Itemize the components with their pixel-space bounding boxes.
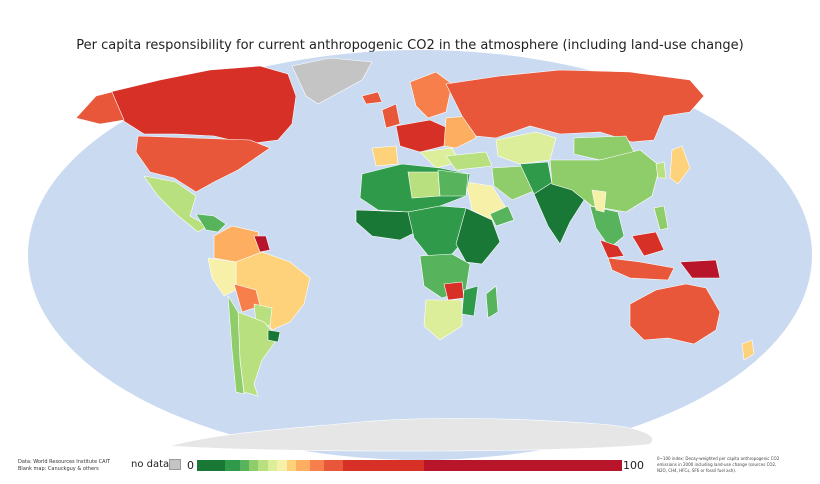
region-western-europe bbox=[395, 119, 449, 153]
region-scandinavia bbox=[409, 71, 453, 119]
color-scale-bin bbox=[267, 460, 278, 471]
color-scale-bin bbox=[296, 460, 311, 471]
scale-min-label: 0 bbox=[187, 459, 194, 472]
region-yemen-oman bbox=[489, 205, 515, 227]
no-data-label: no data bbox=[131, 459, 170, 470]
color-scale-bin bbox=[423, 460, 622, 471]
map-title: Per capita responsibility for current an… bbox=[76, 38, 744, 53]
region-uruguay bbox=[267, 329, 281, 343]
region-central-america bbox=[195, 213, 227, 233]
region-iberia bbox=[371, 145, 399, 167]
region-madagascar bbox=[485, 285, 499, 319]
region-borneo bbox=[631, 231, 665, 257]
region-greenland bbox=[291, 57, 373, 105]
region-papua-new-guinea bbox=[679, 259, 721, 279]
region-iceland bbox=[361, 91, 383, 105]
region-turkey bbox=[445, 151, 493, 171]
region-guyana bbox=[253, 235, 271, 253]
region-malaysia bbox=[599, 239, 625, 259]
region-antarctica bbox=[169, 418, 653, 452]
color-scale-bar bbox=[197, 460, 622, 471]
region-indonesia bbox=[607, 257, 675, 281]
region-egypt bbox=[437, 169, 469, 197]
color-scale-bin bbox=[277, 460, 287, 471]
region-new-zealand bbox=[741, 339, 755, 361]
region-south-africa bbox=[423, 299, 463, 341]
color-scale-bin bbox=[324, 460, 344, 471]
basemap-credit: Blank map: Canuckguy & others bbox=[18, 466, 99, 472]
region-indochina bbox=[589, 205, 625, 249]
legend-footnote: 0~100 index: Decay-weighted per capita a… bbox=[657, 456, 780, 473]
color-scale-bin bbox=[343, 460, 424, 471]
region-korea bbox=[655, 161, 667, 179]
color-scale-bin bbox=[310, 460, 325, 471]
region-thailand bbox=[591, 189, 607, 213]
region-mozambique bbox=[461, 285, 479, 317]
region-usa bbox=[135, 135, 271, 193]
color-scale-bin bbox=[239, 460, 249, 471]
region-peru bbox=[207, 257, 237, 297]
region-china bbox=[549, 149, 661, 213]
region-libya bbox=[407, 171, 441, 199]
region-canada bbox=[109, 65, 297, 145]
color-scale-bin bbox=[197, 460, 226, 471]
color-scale-bin bbox=[225, 460, 240, 471]
color-scale-bin bbox=[258, 460, 268, 471]
scale-max-label: 100 bbox=[623, 459, 644, 472]
region-chile bbox=[227, 295, 245, 395]
region-philippines bbox=[653, 205, 669, 231]
data-source-credit: Data: World Resources Institute CAIT bbox=[18, 459, 111, 465]
region-alaska bbox=[75, 91, 125, 125]
color-scale-bin bbox=[286, 460, 297, 471]
region-russia bbox=[445, 69, 705, 143]
map-credits: Data: World Resources Institute CAIT Bla… bbox=[18, 459, 110, 473]
color-scale-bin bbox=[248, 460, 259, 471]
region-east-africa bbox=[455, 207, 501, 265]
region-japan bbox=[669, 145, 691, 185]
region-uk bbox=[381, 103, 401, 129]
region-australia bbox=[629, 283, 721, 345]
no-data-swatch bbox=[169, 459, 181, 470]
